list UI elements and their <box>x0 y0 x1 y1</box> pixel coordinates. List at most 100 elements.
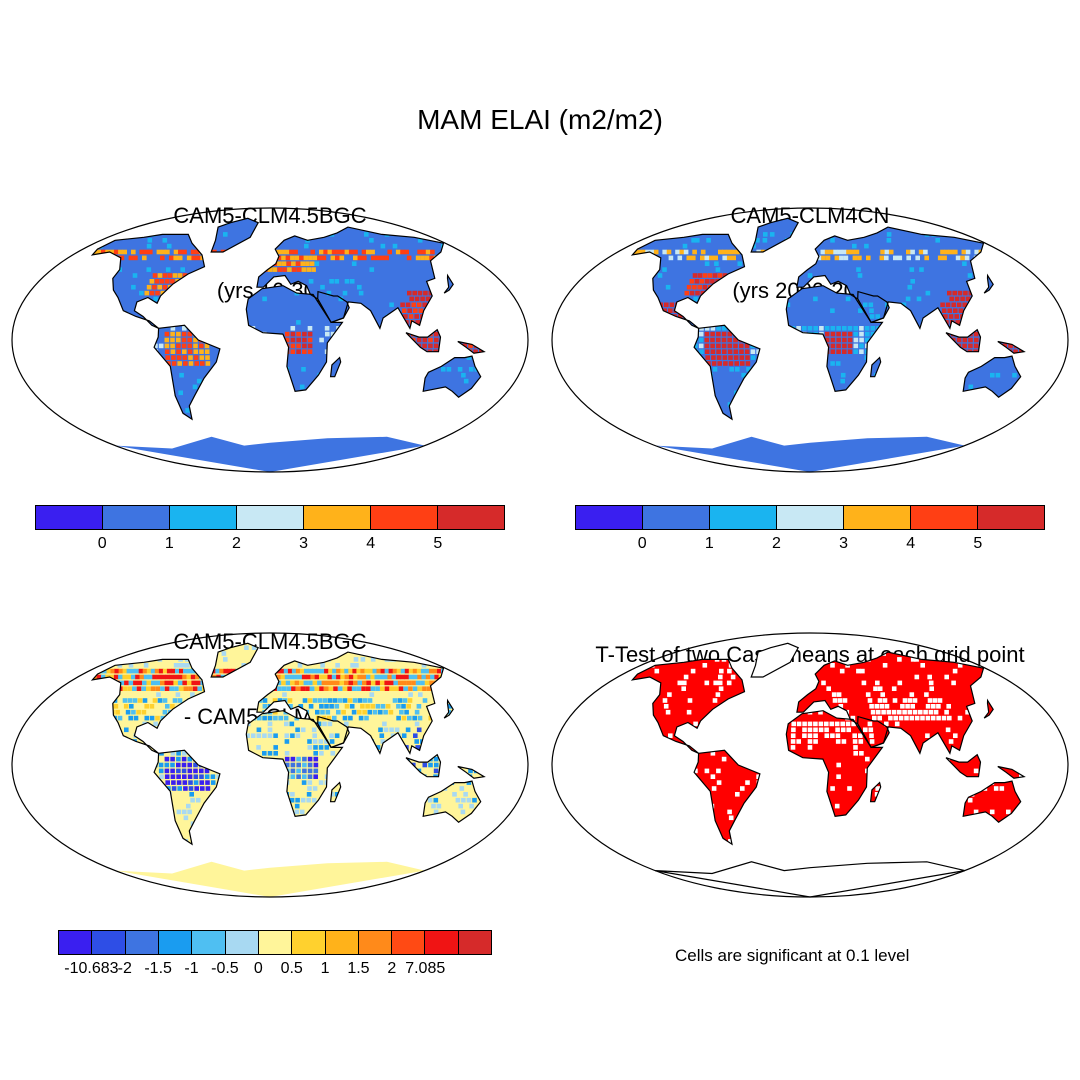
field-cell <box>223 792 228 797</box>
field-cell <box>1013 349 1018 354</box>
field-cell <box>166 739 171 744</box>
field-cell <box>632 756 635 762</box>
field-cell <box>1000 745 1006 750</box>
field-cell <box>131 709 136 715</box>
field-cell <box>195 733 200 738</box>
field-cell <box>234 686 240 691</box>
field-cell <box>850 249 855 255</box>
field-cell <box>273 751 278 756</box>
field-cell <box>151 727 157 733</box>
land-north-america <box>632 659 745 754</box>
field-cell <box>714 261 719 266</box>
field-cell <box>267 803 273 809</box>
field-cell <box>979 326 984 331</box>
field-cell <box>137 232 142 237</box>
field-cell <box>319 337 324 343</box>
field-cell <box>212 827 218 832</box>
field-cell <box>199 343 204 349</box>
field-cell <box>960 844 965 850</box>
field-cell <box>396 704 401 709</box>
field-cell <box>403 686 408 691</box>
field-cell <box>502 774 507 779</box>
field-cell <box>1045 314 1050 319</box>
field-cell <box>155 715 160 721</box>
field-cell <box>177 698 183 703</box>
field-cell <box>302 698 308 703</box>
field-cell <box>652 337 658 343</box>
field-cell <box>39 757 44 762</box>
field-cell <box>328 686 334 691</box>
field-cell <box>171 745 176 750</box>
field-cell <box>463 733 468 738</box>
field-cell <box>295 686 301 691</box>
field-cell <box>332 668 337 674</box>
field-cell <box>380 686 385 691</box>
field-cell <box>891 414 897 419</box>
field-cell <box>882 331 887 337</box>
field-cell <box>75 681 80 686</box>
field-cell <box>353 680 358 686</box>
field-cell <box>937 698 943 703</box>
field-cell <box>178 249 183 255</box>
field-cell <box>306 797 311 803</box>
field-cell <box>845 296 851 302</box>
field-cell <box>624 332 629 337</box>
field-cell <box>856 226 862 231</box>
field-cell <box>36 798 41 803</box>
field-cell <box>999 786 1005 791</box>
field-cell <box>245 780 250 785</box>
field-cell <box>884 721 889 727</box>
field-cell <box>744 815 750 821</box>
field-cell <box>704 343 710 349</box>
field-cell <box>101 674 106 680</box>
field-cell <box>1008 331 1013 337</box>
land-new-guinea <box>997 766 1025 779</box>
field-cell <box>164 768 170 774</box>
field-cell <box>807 349 813 354</box>
field-cell <box>1031 308 1036 313</box>
field-cell <box>310 674 315 680</box>
field-cell <box>412 686 418 691</box>
field-cell <box>880 249 885 255</box>
field-cell <box>436 296 442 302</box>
field-cell <box>336 249 341 255</box>
field-cell <box>928 709 934 715</box>
field-cell <box>619 338 624 343</box>
field-cell <box>749 390 755 396</box>
field-cell <box>348 680 354 686</box>
field-cell <box>669 302 675 308</box>
field-cell <box>905 337 910 343</box>
field-cell <box>491 763 496 768</box>
field-cell <box>767 331 773 337</box>
colorbar-cell <box>392 931 426 954</box>
field-cell <box>171 739 177 744</box>
field-cell <box>837 425 843 431</box>
field-cell <box>591 349 596 354</box>
field-cell <box>147 343 152 349</box>
field-cell <box>799 425 804 431</box>
field-cell <box>281 255 286 261</box>
field-cell <box>875 680 880 686</box>
field-cell <box>853 751 858 756</box>
field-cell <box>164 762 170 768</box>
field-cell <box>258 261 263 266</box>
field-cell <box>114 320 119 325</box>
field-cell <box>602 344 607 349</box>
field-cell <box>445 331 450 337</box>
field-cell <box>324 326 330 331</box>
field-cell <box>364 668 369 674</box>
field-cell <box>424 844 430 850</box>
field-cell <box>990 302 995 308</box>
field-cell <box>624 256 629 261</box>
field-cell <box>149 279 155 284</box>
field-cell <box>853 349 858 354</box>
field-cell <box>312 680 318 686</box>
field-cell <box>422 302 427 308</box>
field-cell <box>447 255 452 261</box>
field-cell <box>876 709 881 715</box>
field-cell <box>744 220 750 225</box>
field-cell <box>509 763 514 768</box>
field-cell <box>262 296 267 302</box>
field-cell <box>314 674 320 680</box>
field-cell <box>985 756 990 762</box>
